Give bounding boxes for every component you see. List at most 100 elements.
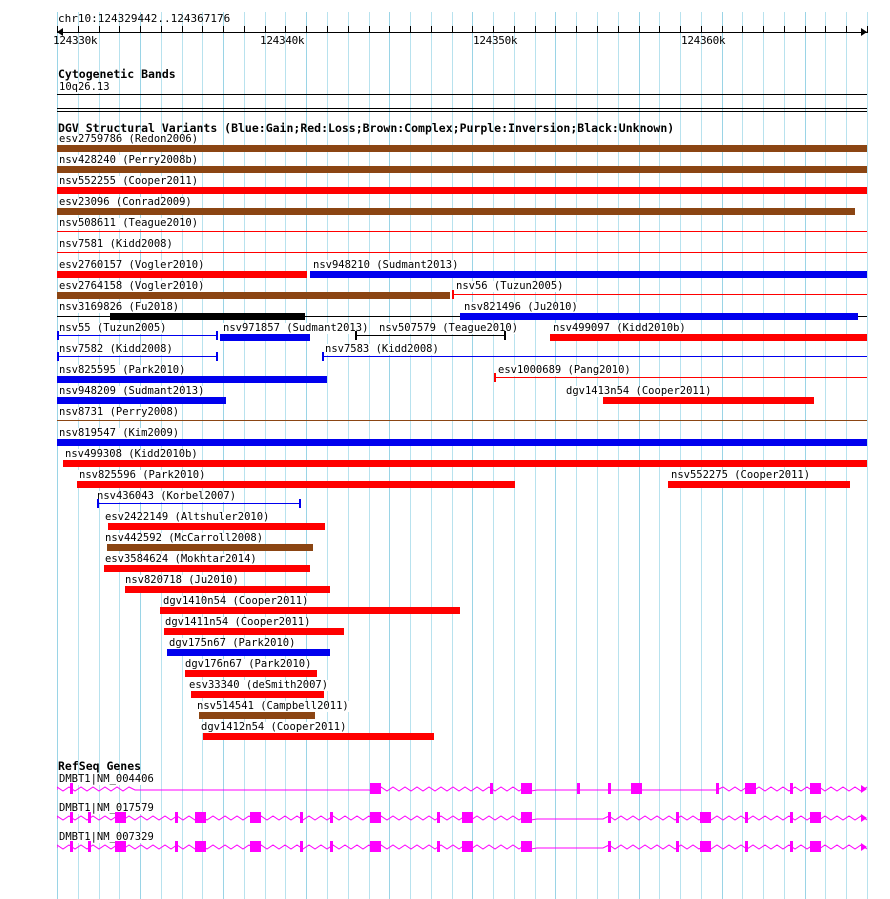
gene-exon[interactable] <box>700 812 711 823</box>
gene-exon[interactable] <box>115 812 126 823</box>
dgv-variant-label[interactable]: nsv499308 (Kidd2010b) <box>64 448 199 460</box>
dgv-variant-bar[interactable] <box>185 670 317 677</box>
dgv-variant-label[interactable]: nsv825596 (Park2010) <box>78 469 207 481</box>
dgv-variant-label[interactable]: esv2764158 (Vogler2010) <box>58 280 206 292</box>
dgv-variant-label[interactable]: nsv552275 (Cooper2011) <box>670 469 812 481</box>
gene-exon[interactable] <box>745 783 756 794</box>
dgv-variant-bar[interactable] <box>77 481 515 488</box>
dgv-variant-label[interactable]: nsv514541 (Campbell2011) <box>196 700 350 712</box>
gene-exon[interactable] <box>521 841 532 852</box>
gene-exon[interactable] <box>195 841 206 852</box>
dgv-variant-label[interactable]: nsv8731 (Perry2008) <box>58 406 181 418</box>
dgv-variant-bar[interactable] <box>125 586 330 593</box>
gene-exon-tick[interactable] <box>577 783 580 794</box>
dgv-variant-line[interactable] <box>57 420 867 421</box>
dgv-variant-bar[interactable] <box>57 271 307 278</box>
dgv-variant-label[interactable]: nsv508611 (Teague2010) <box>58 217 200 229</box>
gene-exon[interactable] <box>521 812 532 823</box>
dgv-variant-label[interactable]: dgv1412n54 (Cooper2011) <box>200 721 348 733</box>
dgv-variant-bar[interactable] <box>57 397 226 404</box>
dgv-variant-bar[interactable] <box>108 523 325 530</box>
dgv-variant-label[interactable]: nsv7583 (Kidd2008) <box>324 343 440 355</box>
gene-exon[interactable] <box>810 812 821 823</box>
gene-exon[interactable] <box>521 783 532 794</box>
gene-exon-tick[interactable] <box>300 841 303 852</box>
dgv-variant-label[interactable]: esv2759786 (Redon2006) <box>58 133 200 145</box>
dgv-variant-bar[interactable] <box>164 628 344 635</box>
gene-exon-tick[interactable] <box>790 783 793 794</box>
dgv-variant-ibeam[interactable] <box>57 331 218 340</box>
gene-exon-tick[interactable] <box>300 812 303 823</box>
dgv-variant-bar[interactable] <box>668 481 850 488</box>
dgv-variant-label[interactable]: nsv7581 (Kidd2008) <box>58 238 174 250</box>
dgv-variant-label[interactable]: dgv1411n54 (Cooper2011) <box>164 616 312 628</box>
gene-exon-tick[interactable] <box>716 783 719 794</box>
gene-exon-tick[interactable] <box>70 783 73 794</box>
gene-exon-tick[interactable] <box>88 812 91 823</box>
gene-exon-tick[interactable] <box>745 812 748 823</box>
dgv-variant-label[interactable]: nsv819547 (Kim2009) <box>58 427 181 439</box>
dgv-variant-label[interactable]: dgv1410n54 (Cooper2011) <box>162 595 310 607</box>
dgv-variant-bar[interactable] <box>57 145 867 152</box>
gene-exon-tick[interactable] <box>790 841 793 852</box>
gene-exon-tick[interactable] <box>330 841 333 852</box>
dgv-variant-bar[interactable] <box>199 712 315 719</box>
dgv-variant-label[interactable]: nsv442592 (McCarroll2008) <box>104 532 265 544</box>
gene-label[interactable]: DMBT1|NM_004406 <box>58 773 155 785</box>
gene-label[interactable]: DMBT1|NM_017579 <box>58 802 155 814</box>
dgv-variant-bar[interactable] <box>167 649 330 656</box>
dgv-variant-label[interactable]: nsv3169826 (Fu2018) <box>58 301 181 313</box>
dgv-variant-bar[interactable] <box>191 691 324 698</box>
dgv-variant-label[interactable]: esv2760157 (Vogler2010) <box>58 259 206 271</box>
dgv-variant-bar[interactable] <box>57 292 450 299</box>
dgv-variant-label[interactable]: nsv552255 (Cooper2011) <box>58 175 200 187</box>
dgv-variant-label[interactable]: nsv436043 (Korbel2007) <box>96 490 238 502</box>
dgv-variant-label[interactable]: nsv971857 (Sudmant2013) <box>222 322 370 334</box>
dgv-variant-line[interactable] <box>57 252 867 253</box>
dgv-variant-label[interactable]: nsv56 (Tuzun2005) <box>455 280 565 292</box>
gene-exon-tick[interactable] <box>70 841 73 852</box>
dgv-variant-bar[interactable] <box>220 334 310 341</box>
gene-exon[interactable] <box>195 812 206 823</box>
gene-exon[interactable] <box>462 812 473 823</box>
gene-exon[interactable] <box>250 812 261 823</box>
dgv-variant-bar[interactable] <box>203 733 434 740</box>
gene-exon-tick[interactable] <box>490 783 493 794</box>
dgv-variant-label[interactable]: nsv7582 (Kidd2008) <box>58 343 174 355</box>
dgv-variant-ibeam[interactable] <box>322 352 867 361</box>
dgv-variant-line[interactable] <box>57 231 867 232</box>
dgv-variant-bar[interactable] <box>57 187 867 194</box>
gene-exon-tick[interactable] <box>88 841 91 852</box>
dgv-variant-bar[interactable] <box>57 439 867 446</box>
dgv-variant-label[interactable]: esv1000689 (Pang2010) <box>497 364 632 376</box>
dgv-variant-bar[interactable] <box>57 376 327 383</box>
gene-exon-tick[interactable] <box>70 812 73 823</box>
dgv-variant-label[interactable]: esv33340 (deSmith2007) <box>188 679 330 691</box>
gene-exon[interactable] <box>250 841 261 852</box>
dgv-variant-ibeam[interactable] <box>494 373 867 382</box>
dgv-variant-label[interactable]: nsv507579 (Teague2010) <box>378 322 520 334</box>
dgv-variant-bar[interactable] <box>63 460 867 467</box>
dgv-variant-label[interactable]: nsv499097 (Kidd2010b) <box>552 322 687 334</box>
dgv-variant-label[interactable]: nsv948210 (Sudmant2013) <box>312 259 460 271</box>
dgv-variant-label[interactable]: esv3584624 (Mokhtar2014) <box>104 553 258 565</box>
dgv-variant-label[interactable]: esv23096 (Conrad2009) <box>58 196 193 208</box>
dgv-variant-ibeam[interactable] <box>452 290 867 299</box>
gene-exon[interactable] <box>115 841 126 852</box>
gene-exon-tick[interactable] <box>175 841 178 852</box>
gene-exon[interactable] <box>631 783 642 794</box>
dgv-variant-label[interactable]: nsv825595 (Park2010) <box>58 364 187 376</box>
gene-exon[interactable] <box>462 841 473 852</box>
gene-exon-tick[interactable] <box>437 841 440 852</box>
dgv-variant-label[interactable]: nsv820718 (Ju2010) <box>124 574 240 586</box>
gene-exon-tick[interactable] <box>175 812 178 823</box>
dgv-variant-label[interactable]: dgv176n67 (Park2010) <box>184 658 313 670</box>
dgv-variant-bar[interactable] <box>110 313 305 320</box>
dgv-variant-ibeam[interactable] <box>97 499 301 508</box>
gene-exon[interactable] <box>810 783 821 794</box>
dgv-variant-bar[interactable] <box>460 313 858 320</box>
gene-exon[interactable] <box>700 841 711 852</box>
dgv-variant-label[interactable]: nsv948209 (Sudmant2013) <box>58 385 206 397</box>
gene-exon-tick[interactable] <box>608 812 611 823</box>
gene-exon[interactable] <box>370 841 381 852</box>
